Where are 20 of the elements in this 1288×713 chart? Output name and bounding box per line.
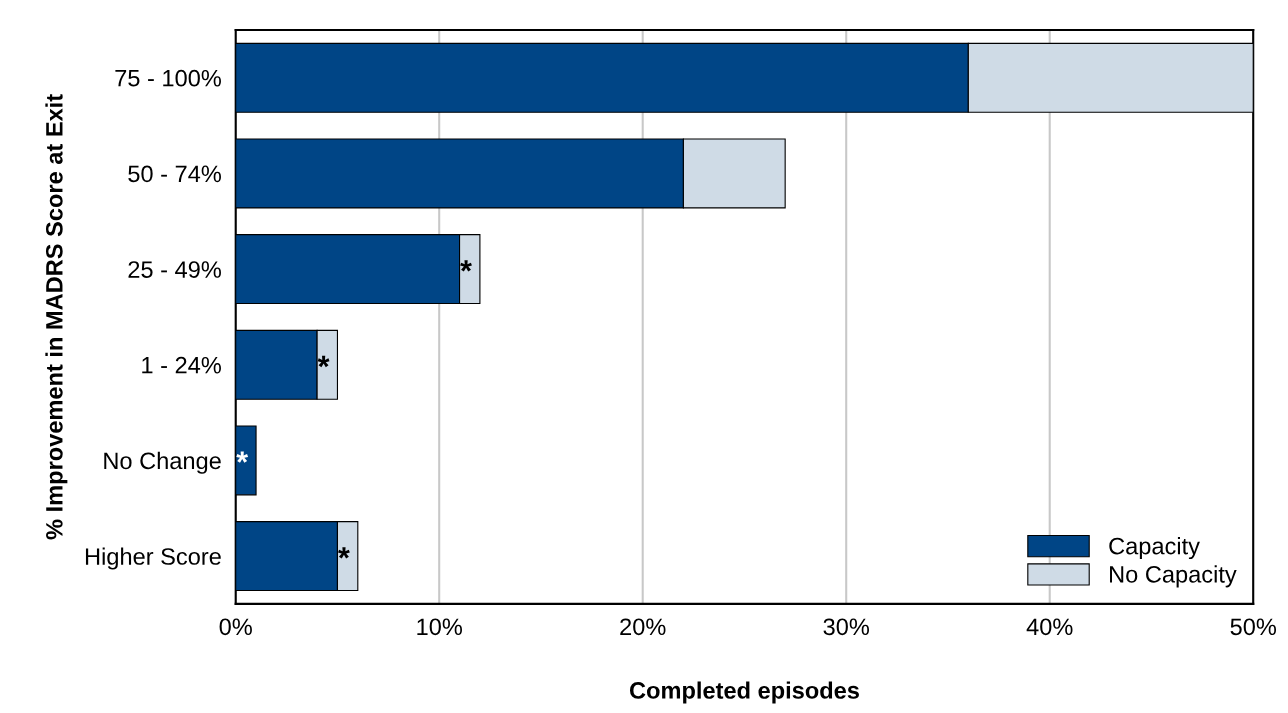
- x-axis-title: Completed episodes: [629, 681, 859, 704]
- y-tick-label: No Change: [104, 451, 221, 474]
- legend-label: No Capacity: [1110, 565, 1237, 588]
- x-tick-label: 0%: [219, 618, 252, 636]
- legend-label: Capacity: [1109, 537, 1200, 560]
- y-tick-label: 1 - 24%: [142, 356, 221, 374]
- annotation: *: [236, 451, 249, 463]
- y-tick-label: 50 - 74%: [128, 165, 221, 183]
- y-axis-title: % Improvement in MADRS Score at Exit: [45, 94, 68, 540]
- x-tick-label: 10%: [417, 618, 462, 636]
- y-tick-label: Higher Score: [85, 547, 221, 570]
- x-tick-label: 30%: [823, 618, 870, 636]
- x-tick-label: 50%: [1230, 618, 1277, 636]
- y-tick-label: 25 - 49%: [128, 261, 221, 278]
- y-tick-label: 75 - 100%: [115, 69, 221, 87]
- x-tick-label: 20%: [620, 618, 666, 636]
- annotation: *: [317, 355, 330, 368]
- annotation: *: [460, 260, 472, 272]
- x-tick-label: 40%: [1026, 618, 1073, 636]
- annotation: *: [338, 547, 350, 559]
